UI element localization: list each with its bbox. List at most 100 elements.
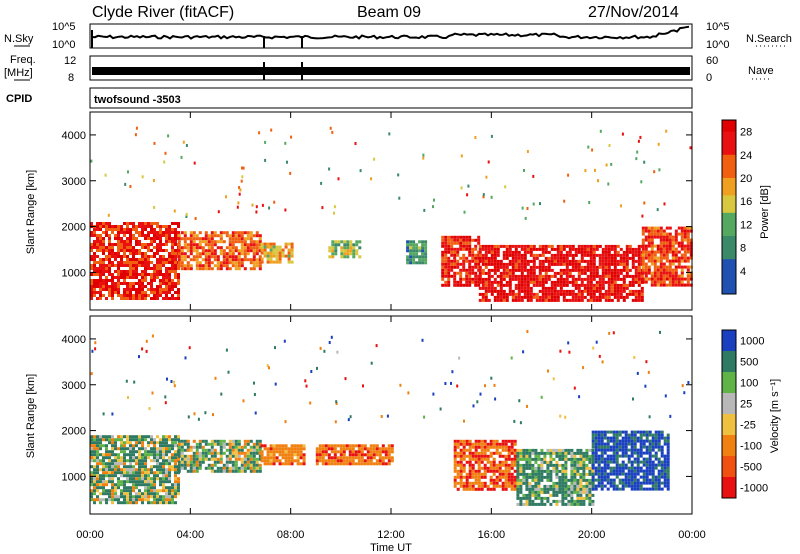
- range-gate-cell: [216, 442, 220, 446]
- range-gate-cell: [544, 286, 548, 290]
- range-gate-cell: [222, 442, 226, 446]
- range-gate-cell: [372, 444, 376, 448]
- range-gate-cell: [508, 268, 512, 272]
- range-gate-cell: [550, 244, 554, 248]
- range-gate-cell: [114, 462, 117, 466]
- range-gate-cell: [639, 439, 643, 443]
- range-gate-cell: [618, 439, 622, 443]
- range-gate-cell: [156, 225, 159, 228]
- range-gate-cell: [195, 267, 199, 271]
- range-gate-cell: [624, 442, 628, 446]
- range-gate-cell: [231, 252, 235, 256]
- range-gate-cell: [583, 253, 587, 257]
- range-gate-cell: [144, 456, 147, 460]
- range-gate-cell: [450, 253, 454, 257]
- range-gate-cell: [487, 256, 491, 260]
- range-gate-cell: [346, 252, 350, 256]
- range-gate-cell: [570, 451, 574, 455]
- range-gate-cell: [120, 240, 123, 243]
- range-gate-cell: [117, 480, 120, 484]
- range-gate-cell: [321, 453, 325, 457]
- range-gate-cell: [531, 475, 535, 479]
- range-gate-cell: [648, 463, 652, 467]
- range-gate-cell: [234, 469, 238, 473]
- range-gate-cell: [423, 208, 426, 212]
- range-gate-cell: [468, 469, 472, 473]
- range-gate-cell: [204, 258, 208, 262]
- range-gate-cell: [243, 460, 247, 464]
- range-gate-cell: [105, 450, 108, 454]
- range-gate-cell: [462, 262, 466, 266]
- range-gate-cell: [487, 244, 491, 248]
- colorbar-tick-label: -1000: [740, 483, 768, 495]
- range-gate-cell: [656, 274, 660, 278]
- range-gate-cell: [201, 252, 205, 256]
- range-gate-cell: [477, 478, 481, 482]
- range-gate-cell: [234, 439, 238, 443]
- range-gate-cell: [595, 265, 599, 269]
- range-gate-cell: [465, 484, 469, 488]
- range-gate-cell: [147, 261, 150, 264]
- range-gate-cell: [474, 238, 478, 242]
- range-gate-cell: [595, 268, 599, 272]
- range-gate-cell: [195, 255, 199, 259]
- colorbar-tick-label: 25: [740, 399, 752, 411]
- range-gate-cell: [456, 475, 460, 479]
- range-gate-cell: [156, 492, 159, 496]
- range-gate-cell: [246, 237, 250, 241]
- range-gate-cell: [514, 286, 518, 290]
- range-gate-cell: [284, 208, 287, 212]
- range-gate-cell: [689, 241, 693, 245]
- range-gate-cell: [266, 462, 270, 466]
- range-gate-cell: [540, 475, 544, 479]
- range-gate-cell: [132, 438, 135, 442]
- range-gate-cell: [105, 246, 108, 249]
- range-gate-cell: [523, 268, 527, 272]
- range-gate-cell: [565, 250, 569, 254]
- range-gate-cell: [591, 478, 595, 482]
- range-gate-cell: [579, 466, 583, 470]
- range-gate-cell: [135, 267, 138, 270]
- range-gate-cell: [299, 447, 303, 451]
- range-gate-cell: [290, 245, 294, 249]
- range-gate-cell: [558, 490, 562, 494]
- range-gate-cell: [508, 274, 512, 278]
- range-gate-cell: [683, 232, 687, 236]
- range-gate-cell: [532, 262, 536, 266]
- range-gate-cell: [150, 282, 153, 285]
- range-gate-cell: [513, 484, 517, 488]
- range-gate-cell: [526, 277, 530, 281]
- range-gate-cell: [592, 265, 596, 269]
- range-gate-cell: [686, 283, 690, 287]
- range-gate-cell: [177, 445, 181, 449]
- range-gate-cell: [210, 442, 214, 446]
- range-gate-cell: [108, 465, 111, 469]
- range-gate-cell: [462, 277, 466, 281]
- range-gate-cell: [238, 192, 241, 196]
- range-gate-cell: [656, 268, 660, 272]
- range-gate-cell: [150, 291, 153, 294]
- range-gate-cell: [249, 246, 253, 250]
- range-gate-cell: [641, 241, 645, 245]
- range-gate-cell: [293, 450, 297, 454]
- range-gate-cell: [225, 255, 229, 259]
- range-gate-cell: [127, 170, 129, 174]
- range-gate-cell: [660, 460, 664, 464]
- range-gate-cell: [164, 395, 167, 399]
- range-gate-cell: [144, 273, 147, 276]
- colorbar-segment: [722, 282, 736, 289]
- range-gate-cell: [171, 240, 174, 243]
- range-gate-cell: [580, 265, 584, 269]
- range-gate-cell: [481, 268, 485, 272]
- range-gate-cell: [108, 492, 111, 496]
- range-gate-cell: [237, 457, 241, 461]
- range-gate-cell: [129, 477, 132, 481]
- range-gate-cell: [219, 249, 223, 253]
- range-gate-cell: [634, 274, 638, 278]
- range-gate-cell: [659, 280, 663, 284]
- range-gate-cell: [550, 286, 554, 290]
- range-gate-cell: [135, 288, 138, 291]
- range-gate-cell: [513, 487, 517, 491]
- range-gate-cell: [441, 271, 445, 275]
- colorbar-segment: [722, 265, 736, 272]
